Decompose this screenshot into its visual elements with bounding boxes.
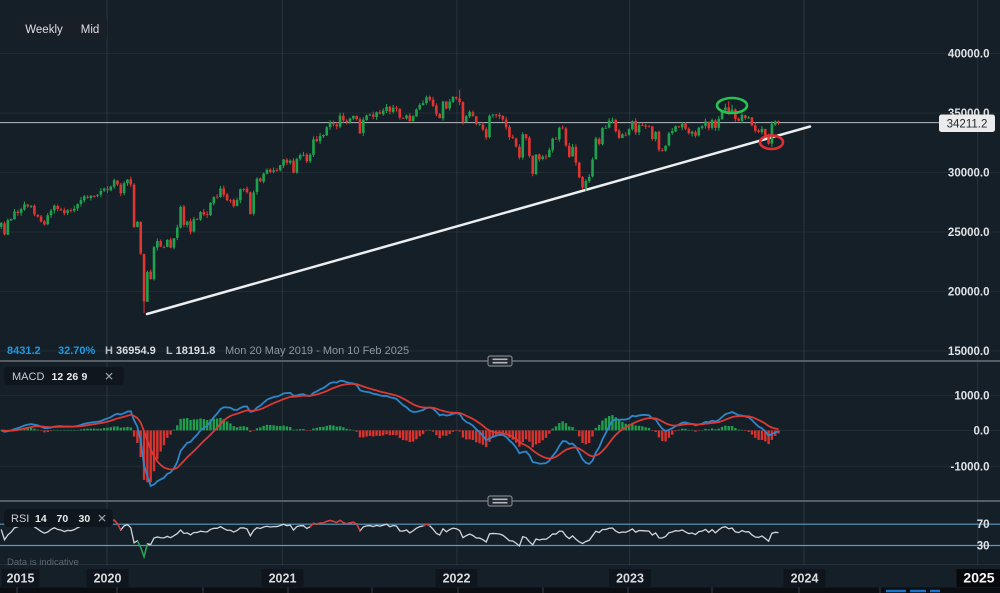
svg-text:Data is indicative: Data is indicative <box>7 557 79 568</box>
svg-text:Mid: Mid <box>81 24 100 36</box>
svg-text:32.70%: 32.70% <box>58 345 96 357</box>
svg-text:2021: 2021 <box>269 572 297 586</box>
svg-text:30000.0: 30000.0 <box>948 168 990 180</box>
svg-text:2023: 2023 <box>616 572 644 586</box>
svg-text:2020: 2020 <box>94 572 122 586</box>
svg-text:9: 9 <box>82 371 88 383</box>
svg-text:2024: 2024 <box>791 572 819 586</box>
svg-text:MACD: MACD <box>12 371 44 383</box>
svg-text:Mon 20 May 2019 - Mon 10 Feb 2: Mon 20 May 2019 - Mon 10 Feb 2025 <box>225 345 409 357</box>
svg-text:2025: 2025 <box>963 570 994 586</box>
svg-text:70: 70 <box>57 513 69 525</box>
svg-text:✕: ✕ <box>104 370 114 384</box>
svg-text:12: 12 <box>52 371 64 383</box>
svg-text:Weekly: Weekly <box>25 24 63 36</box>
svg-text:20000.0: 20000.0 <box>948 287 990 299</box>
svg-text:8431.2: 8431.2 <box>7 345 41 357</box>
svg-text:RSI: RSI <box>11 513 29 525</box>
svg-text:2015: 2015 <box>7 572 35 586</box>
svg-text:-1000.0: -1000.0 <box>950 461 989 473</box>
svg-text:2022: 2022 <box>443 572 471 586</box>
svg-text:30: 30 <box>79 513 91 525</box>
svg-text:70: 70 <box>977 519 990 531</box>
svg-text:25000.0: 25000.0 <box>948 227 990 239</box>
svg-text:0.0: 0.0 <box>974 425 990 437</box>
svg-text:✕: ✕ <box>97 512 107 526</box>
svg-text:26: 26 <box>67 371 79 383</box>
svg-text:40000.0: 40000.0 <box>948 49 990 61</box>
svg-text:34211.2: 34211.2 <box>947 119 988 131</box>
svg-text:30: 30 <box>977 541 990 553</box>
svg-text:15000.0: 15000.0 <box>948 346 990 358</box>
svg-text:L 18191.8: L 18191.8 <box>166 345 215 357</box>
svg-text:1000.0: 1000.0 <box>954 391 989 403</box>
svg-text:14: 14 <box>35 513 47 525</box>
svg-text:H 36954.9: H 36954.9 <box>105 345 156 357</box>
